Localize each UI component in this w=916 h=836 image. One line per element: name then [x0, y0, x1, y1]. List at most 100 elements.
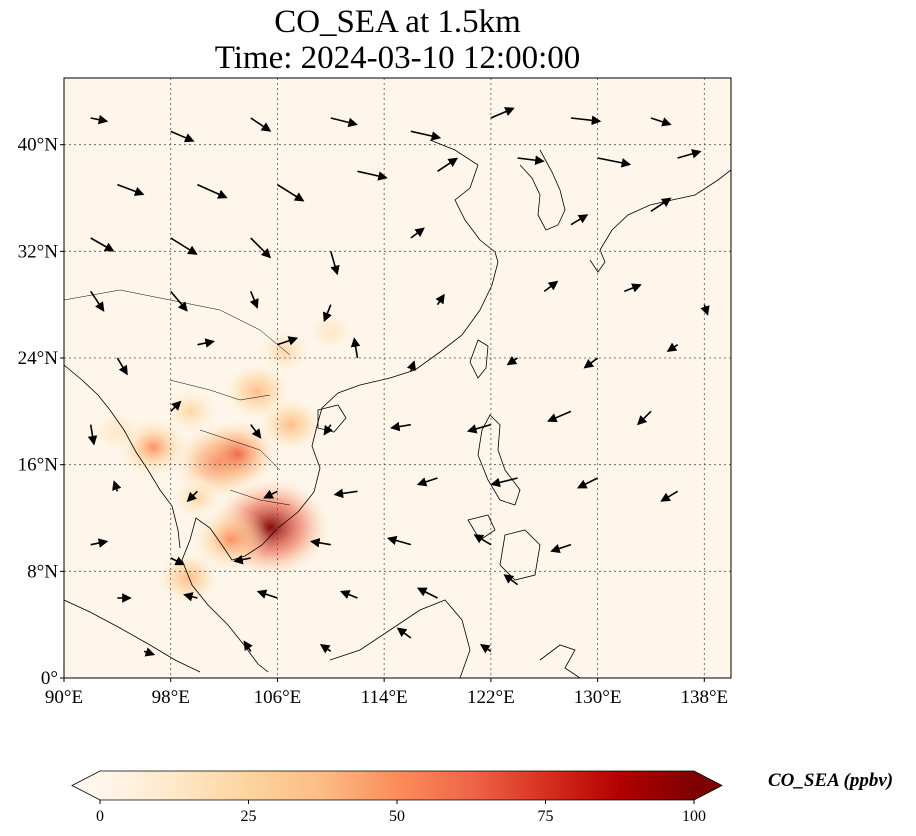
map-title: CO_SEA at 1.5km [274, 4, 521, 40]
colorbar-ticks: 0 25 50 75 100 [96, 800, 706, 825]
wind-arrow [170, 290, 188, 312]
wind-arrow [197, 338, 215, 348]
wind-arrow [249, 291, 259, 309]
wind-arrow [416, 587, 438, 599]
wind-arrow [666, 342, 679, 352]
wind-arrow [576, 477, 598, 489]
colorbar: 0 25 50 75 100 [71, 770, 723, 825]
wind-arrow [550, 543, 572, 554]
lon-tick-label: 90°E [45, 687, 83, 708]
coastline-mindanao [499, 529, 541, 581]
wind-arrow [410, 227, 425, 239]
wind-arrow [396, 627, 412, 639]
wind-arrow [319, 644, 332, 654]
wind-arrow [339, 590, 358, 600]
wind-arrow [186, 490, 198, 503]
concentration-hotspot [192, 507, 270, 572]
wind-arrow [277, 183, 305, 202]
coastline-luzon [477, 414, 521, 506]
country-borders [64, 289, 291, 506]
wind-arrow [490, 477, 518, 488]
wind-vectors [87, 107, 710, 657]
coastline-japan-kyushu [589, 249, 606, 273]
wind-arrow [677, 149, 702, 159]
lat-tick-label: 24°N [18, 348, 59, 369]
wind-arrow [310, 538, 331, 548]
wind-arrow [256, 589, 278, 599]
lat-tick-label: 0° [41, 668, 58, 689]
wind-arrow [479, 644, 492, 654]
coastline-myanmar [64, 364, 181, 549]
concentration-field [93, 313, 353, 604]
colorbar-bar [71, 770, 723, 801]
wind-arrow [197, 183, 228, 199]
colorbar-tick-label: 50 [389, 808, 405, 825]
lon-tick-label: 122°E [467, 687, 515, 708]
lon-tick-label: 98°E [152, 687, 190, 708]
coastline-hainan [317, 404, 347, 433]
wind-arrow [170, 130, 195, 143]
concentration-hotspot [157, 552, 219, 604]
coastline-sulawesi [539, 644, 581, 678]
lat-tick-label: 16°N [18, 455, 59, 476]
lon-tick-label: 138°E [680, 687, 728, 708]
wind-arrow [170, 556, 185, 566]
concentration-hotspot [161, 386, 221, 436]
wind-arrow [547, 410, 572, 423]
wind-arrow [506, 355, 519, 366]
colorbar-tick-label: 0 [96, 808, 104, 825]
coastline-borneo [329, 599, 471, 678]
wind-arrow [330, 251, 340, 276]
lat-tick-label: 32°N [18, 241, 59, 262]
wind-arrow [623, 283, 642, 293]
colorbar-label: CO_SEA (ppbv) [768, 770, 894, 791]
concentration-hotspot [308, 313, 353, 350]
lon-tick-label: 114°E [361, 687, 408, 708]
concentration-hotspot [93, 411, 142, 452]
coastlines [64, 139, 731, 678]
wind-arrow [333, 488, 358, 499]
wind-arrow [143, 647, 156, 657]
wind-arrow [570, 214, 589, 226]
lon-tick-label: 130°E [574, 687, 622, 708]
wind-arrow [90, 114, 109, 125]
wind-arrow [112, 480, 122, 492]
wind-arrow [170, 400, 182, 412]
concentration-hotspot [170, 475, 225, 521]
wind-arrow [183, 592, 198, 602]
wind-arrow [250, 117, 272, 132]
wind-arrow [250, 424, 262, 439]
wind-arrow [466, 423, 492, 434]
wind-arrow [416, 477, 438, 487]
wind-arrow [406, 360, 417, 372]
wind-arrow [597, 157, 632, 168]
coastline-taiwan [469, 339, 489, 379]
wind-arrow [322, 304, 332, 323]
lon-tick-label: 106°E [254, 687, 302, 708]
concentration-hotspot [259, 398, 322, 451]
wind-arrow [170, 237, 198, 255]
wind-arrow [323, 424, 333, 436]
colorbar-tick-label: 100 [682, 808, 706, 825]
wind-arrow [490, 107, 515, 119]
concentration-hotspot [255, 327, 313, 376]
wind-arrow [503, 574, 519, 586]
wind-arrow [250, 237, 272, 259]
wind-arrow [277, 336, 299, 346]
wind-arrow [233, 554, 251, 565]
wind-arrow [583, 357, 599, 369]
map-frame [63, 77, 732, 679]
wind-arrow [650, 197, 672, 212]
wind-arrow [243, 640, 253, 652]
coastline-visayas [467, 514, 496, 541]
colorbar-tick-label: 75 [538, 808, 554, 825]
wind-arrow [410, 130, 442, 141]
latitude-tick-labels: 0° 8°N 16°N 24°N 32°N 40°N [18, 135, 64, 689]
wind-arrow [117, 183, 145, 196]
wind-arrow [570, 115, 602, 126]
lat-tick-label: 8°N [27, 561, 58, 582]
wind-arrow [263, 489, 278, 499]
wind-arrow [435, 293, 445, 306]
